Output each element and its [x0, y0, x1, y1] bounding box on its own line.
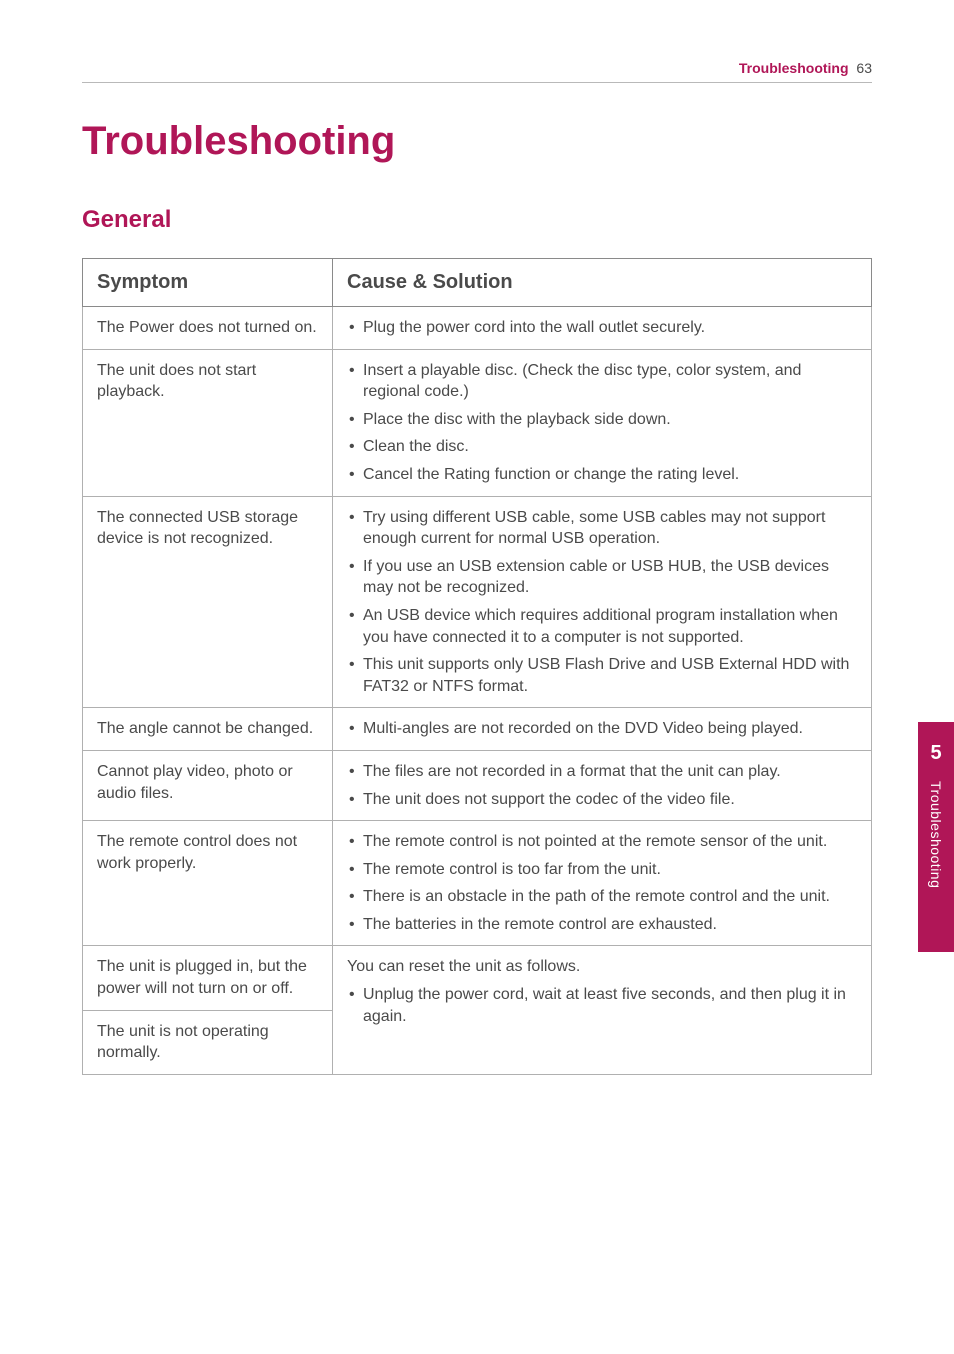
solution-item: The files are not recorded in a format t… — [347, 761, 857, 783]
solution-cell: Try using different USB cable, some USB … — [333, 496, 872, 708]
table-row: The remote control does not work properl… — [83, 821, 872, 946]
symptom-cell: The angle cannot be changed. — [83, 708, 333, 751]
solution-item: Cancel the Rating function or change the… — [347, 464, 857, 486]
table-row: The unit is plugged in, but the power wi… — [83, 946, 872, 1074]
symptom-cell: The Power does not turned on. — [83, 307, 333, 350]
solution-item: This unit supports only USB Flash Drive … — [347, 654, 857, 697]
page-title: Troubleshooting — [82, 119, 872, 164]
solution-cell: The remote control is not pointed at the… — [333, 821, 872, 946]
table-header-row: Symptom Cause & Solution — [83, 259, 872, 307]
col-header-symptom: Symptom — [83, 259, 333, 307]
table-row: The angle cannot be changed. Multi-angle… — [83, 708, 872, 751]
solution-item: The remote control is too far from the u… — [347, 859, 857, 881]
solution-item: Insert a playable disc. (Check the disc … — [347, 360, 857, 403]
symptom-text: The unit is plugged in, but the power wi… — [83, 946, 332, 1010]
table-row: Cannot play video, photo or audio files.… — [83, 750, 872, 820]
solution-lead: You can reset the unit as follows. — [347, 956, 857, 978]
solution-cell: Multi-angles are not recorded on the DVD… — [333, 708, 872, 751]
page: Troubleshooting 63 Troubleshooting Gener… — [0, 0, 954, 1354]
solution-item: Try using different USB cable, some USB … — [347, 507, 857, 550]
running-head: Troubleshooting 63 — [82, 60, 872, 76]
solution-item: There is an obstacle in the path of the … — [347, 886, 857, 908]
solution-item: Plug the power cord into the wall outlet… — [347, 317, 857, 339]
solution-item: Place the disc with the playback side do… — [347, 409, 857, 431]
running-head-section: Troubleshooting — [739, 60, 849, 76]
solution-cell: You can reset the unit as follows. Unplu… — [333, 946, 872, 1074]
solution-item: An USB device which requires additional … — [347, 605, 857, 648]
solution-item: If you use an USB extension cable or USB… — [347, 556, 857, 599]
running-head-page: 63 — [856, 60, 872, 76]
header-rule — [82, 82, 872, 83]
solution-cell: Plug the power cord into the wall outlet… — [333, 307, 872, 350]
side-tab: 5 Troubleshooting — [918, 722, 954, 952]
symptom-text: The unit is not operating normally. — [97, 1021, 318, 1064]
symptom-cell: The unit does not start playback. — [83, 349, 333, 496]
solution-item: The remote control is not pointed at the… — [347, 831, 857, 853]
solution-item: The batteries in the remote control are … — [347, 914, 857, 936]
table-row: The unit does not start playback. Insert… — [83, 349, 872, 496]
symptom-cell: Cannot play video, photo or audio files. — [83, 750, 333, 820]
solution-cell: Insert a playable disc. (Check the disc … — [333, 349, 872, 496]
table-row: The Power does not turned on. Plug the p… — [83, 307, 872, 350]
col-header-solution: Cause & Solution — [333, 259, 872, 307]
symptom-cell: The remote control does not work properl… — [83, 821, 333, 946]
symptom-cell: The connected USB storage device is not … — [83, 496, 333, 708]
solution-cell: The files are not recorded in a format t… — [333, 750, 872, 820]
solution-item: Multi-angles are not recorded on the DVD… — [347, 718, 857, 740]
side-tab-number: 5 — [930, 742, 941, 765]
table-row: The connected USB storage device is not … — [83, 496, 872, 708]
troubleshooting-table: Symptom Cause & Solution The Power does … — [82, 258, 872, 1075]
solution-item: Unplug the power cord, wait at least fiv… — [347, 984, 857, 1027]
side-tab-label: Troubleshooting — [928, 781, 944, 888]
section-heading: General — [82, 206, 872, 234]
solution-item: Clean the disc. — [347, 436, 857, 458]
symptom-cell-split: The unit is plugged in, but the power wi… — [83, 946, 333, 1074]
solution-item: The unit does not support the codec of t… — [347, 789, 857, 811]
